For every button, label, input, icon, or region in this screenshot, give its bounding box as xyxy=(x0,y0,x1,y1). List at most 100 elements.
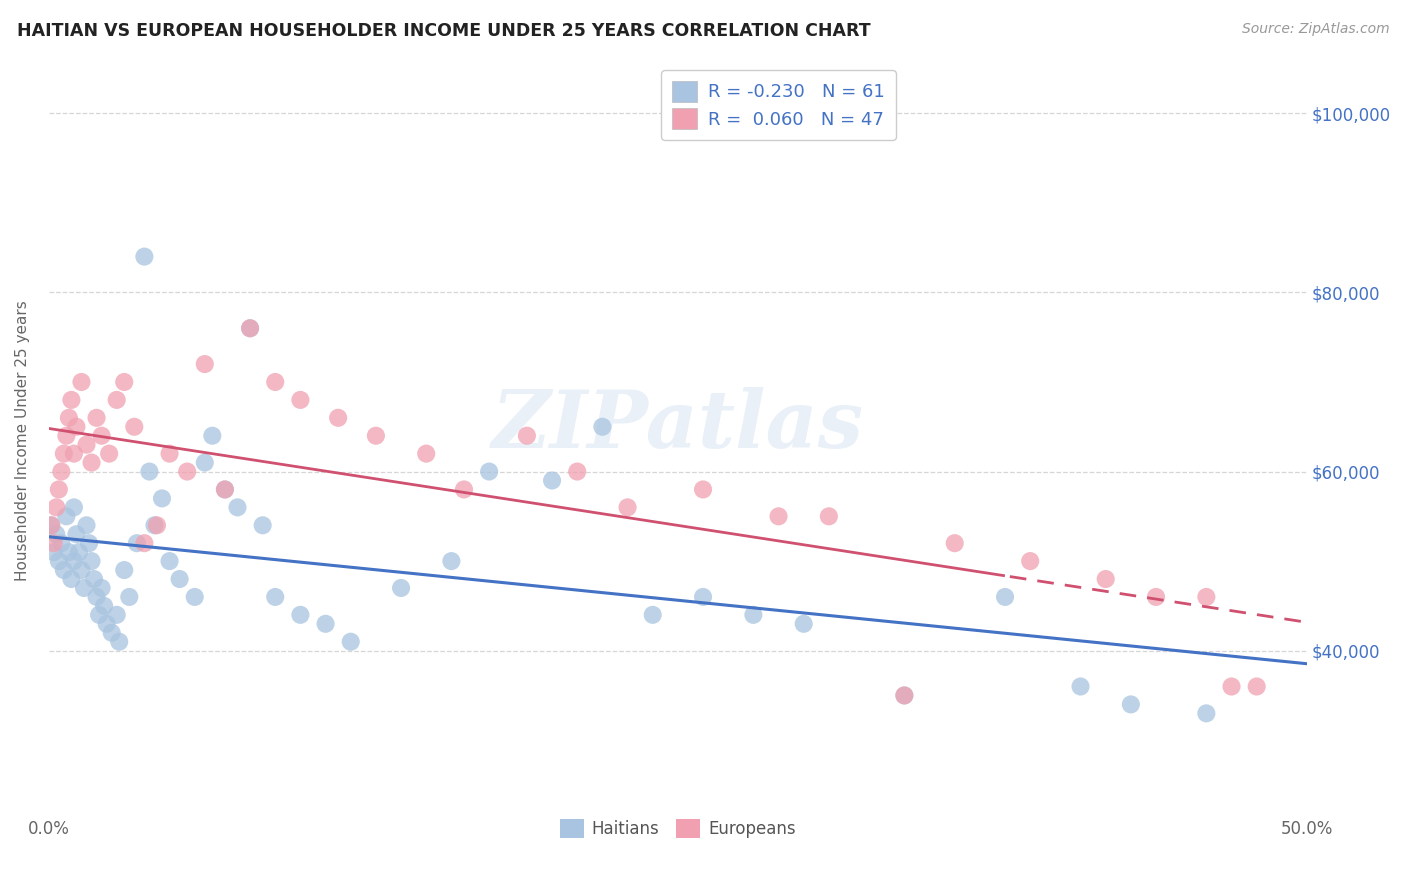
Legend: Haitians, Europeans: Haitians, Europeans xyxy=(554,812,803,845)
Point xyxy=(60,392,83,407)
Point xyxy=(214,483,236,497)
Point xyxy=(138,465,160,479)
Point xyxy=(328,410,350,425)
Point xyxy=(150,491,173,506)
Point xyxy=(52,447,75,461)
Text: Source: ZipAtlas.com: Source: ZipAtlas.com xyxy=(1241,22,1389,37)
Point xyxy=(70,375,93,389)
Point xyxy=(96,616,118,631)
Point xyxy=(1195,590,1218,604)
Point xyxy=(100,625,122,640)
Point xyxy=(51,465,73,479)
Point xyxy=(105,392,128,407)
Point xyxy=(134,250,156,264)
Point xyxy=(768,509,790,524)
Point xyxy=(86,410,108,425)
Point xyxy=(818,509,841,524)
Point xyxy=(42,545,65,559)
Point xyxy=(692,590,714,604)
Point xyxy=(76,518,98,533)
Point xyxy=(58,410,80,425)
Text: ZIPatlas: ZIPatlas xyxy=(492,386,863,464)
Point xyxy=(58,545,80,559)
Point xyxy=(315,616,337,631)
Point xyxy=(453,483,475,497)
Point xyxy=(52,563,75,577)
Point xyxy=(1195,706,1218,721)
Point xyxy=(793,616,815,631)
Point xyxy=(87,607,110,622)
Point xyxy=(194,456,217,470)
Point xyxy=(39,518,62,533)
Point xyxy=(1094,572,1116,586)
Point xyxy=(364,428,387,442)
Point xyxy=(83,572,105,586)
Point xyxy=(339,634,361,648)
Point xyxy=(63,500,86,515)
Point xyxy=(516,428,538,442)
Point xyxy=(124,419,146,434)
Point xyxy=(112,563,135,577)
Point xyxy=(641,607,664,622)
Point xyxy=(134,536,156,550)
Point xyxy=(183,590,205,604)
Y-axis label: Householder Income Under 25 years: Householder Income Under 25 years xyxy=(15,300,30,581)
Point xyxy=(93,599,115,613)
Point xyxy=(112,375,135,389)
Point xyxy=(45,527,67,541)
Point xyxy=(440,554,463,568)
Point xyxy=(65,419,87,434)
Point xyxy=(63,447,86,461)
Point xyxy=(389,581,412,595)
Point xyxy=(169,572,191,586)
Point xyxy=(541,474,564,488)
Point xyxy=(742,607,765,622)
Point xyxy=(63,554,86,568)
Point xyxy=(60,572,83,586)
Point xyxy=(252,518,274,533)
Point xyxy=(290,607,312,622)
Point xyxy=(105,607,128,622)
Point xyxy=(290,392,312,407)
Point xyxy=(893,689,915,703)
Text: HAITIAN VS EUROPEAN HOUSEHOLDER INCOME UNDER 25 YEARS CORRELATION CHART: HAITIAN VS EUROPEAN HOUSEHOLDER INCOME U… xyxy=(17,22,870,40)
Point xyxy=(893,689,915,703)
Point xyxy=(67,545,90,559)
Point xyxy=(264,375,287,389)
Point xyxy=(994,590,1017,604)
Point xyxy=(226,500,249,515)
Point xyxy=(76,438,98,452)
Point xyxy=(118,590,141,604)
Point xyxy=(692,483,714,497)
Point xyxy=(90,428,112,442)
Point xyxy=(159,447,181,461)
Point xyxy=(239,321,262,335)
Point xyxy=(1220,680,1243,694)
Point xyxy=(214,483,236,497)
Point xyxy=(943,536,966,550)
Point xyxy=(1070,680,1092,694)
Point xyxy=(51,536,73,550)
Point xyxy=(146,518,169,533)
Point xyxy=(48,554,70,568)
Point xyxy=(616,500,638,515)
Point xyxy=(42,536,65,550)
Point xyxy=(201,428,224,442)
Point xyxy=(415,447,437,461)
Point xyxy=(98,447,121,461)
Point xyxy=(48,483,70,497)
Point xyxy=(39,518,62,533)
Point xyxy=(70,563,93,577)
Point xyxy=(45,500,67,515)
Point xyxy=(567,465,589,479)
Point xyxy=(194,357,217,371)
Point xyxy=(176,465,198,479)
Point xyxy=(90,581,112,595)
Point xyxy=(55,428,77,442)
Point xyxy=(80,456,103,470)
Point xyxy=(77,536,100,550)
Point xyxy=(159,554,181,568)
Point xyxy=(80,554,103,568)
Point xyxy=(143,518,166,533)
Point xyxy=(1144,590,1167,604)
